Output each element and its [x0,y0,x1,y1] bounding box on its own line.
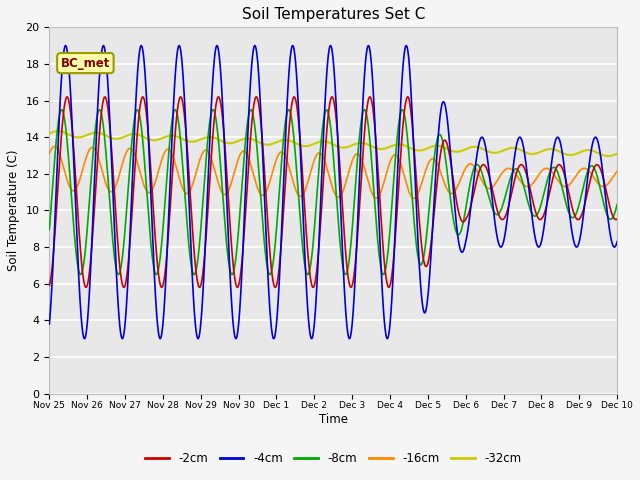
Title: Soil Temperatures Set C: Soil Temperatures Set C [241,7,425,22]
Legend: -2cm, -4cm, -8cm, -16cm, -32cm: -2cm, -4cm, -8cm, -16cm, -32cm [141,447,526,469]
Text: BC_met: BC_met [61,57,110,70]
X-axis label: Time: Time [319,413,348,426]
Y-axis label: Soil Temperature (C): Soil Temperature (C) [7,150,20,271]
